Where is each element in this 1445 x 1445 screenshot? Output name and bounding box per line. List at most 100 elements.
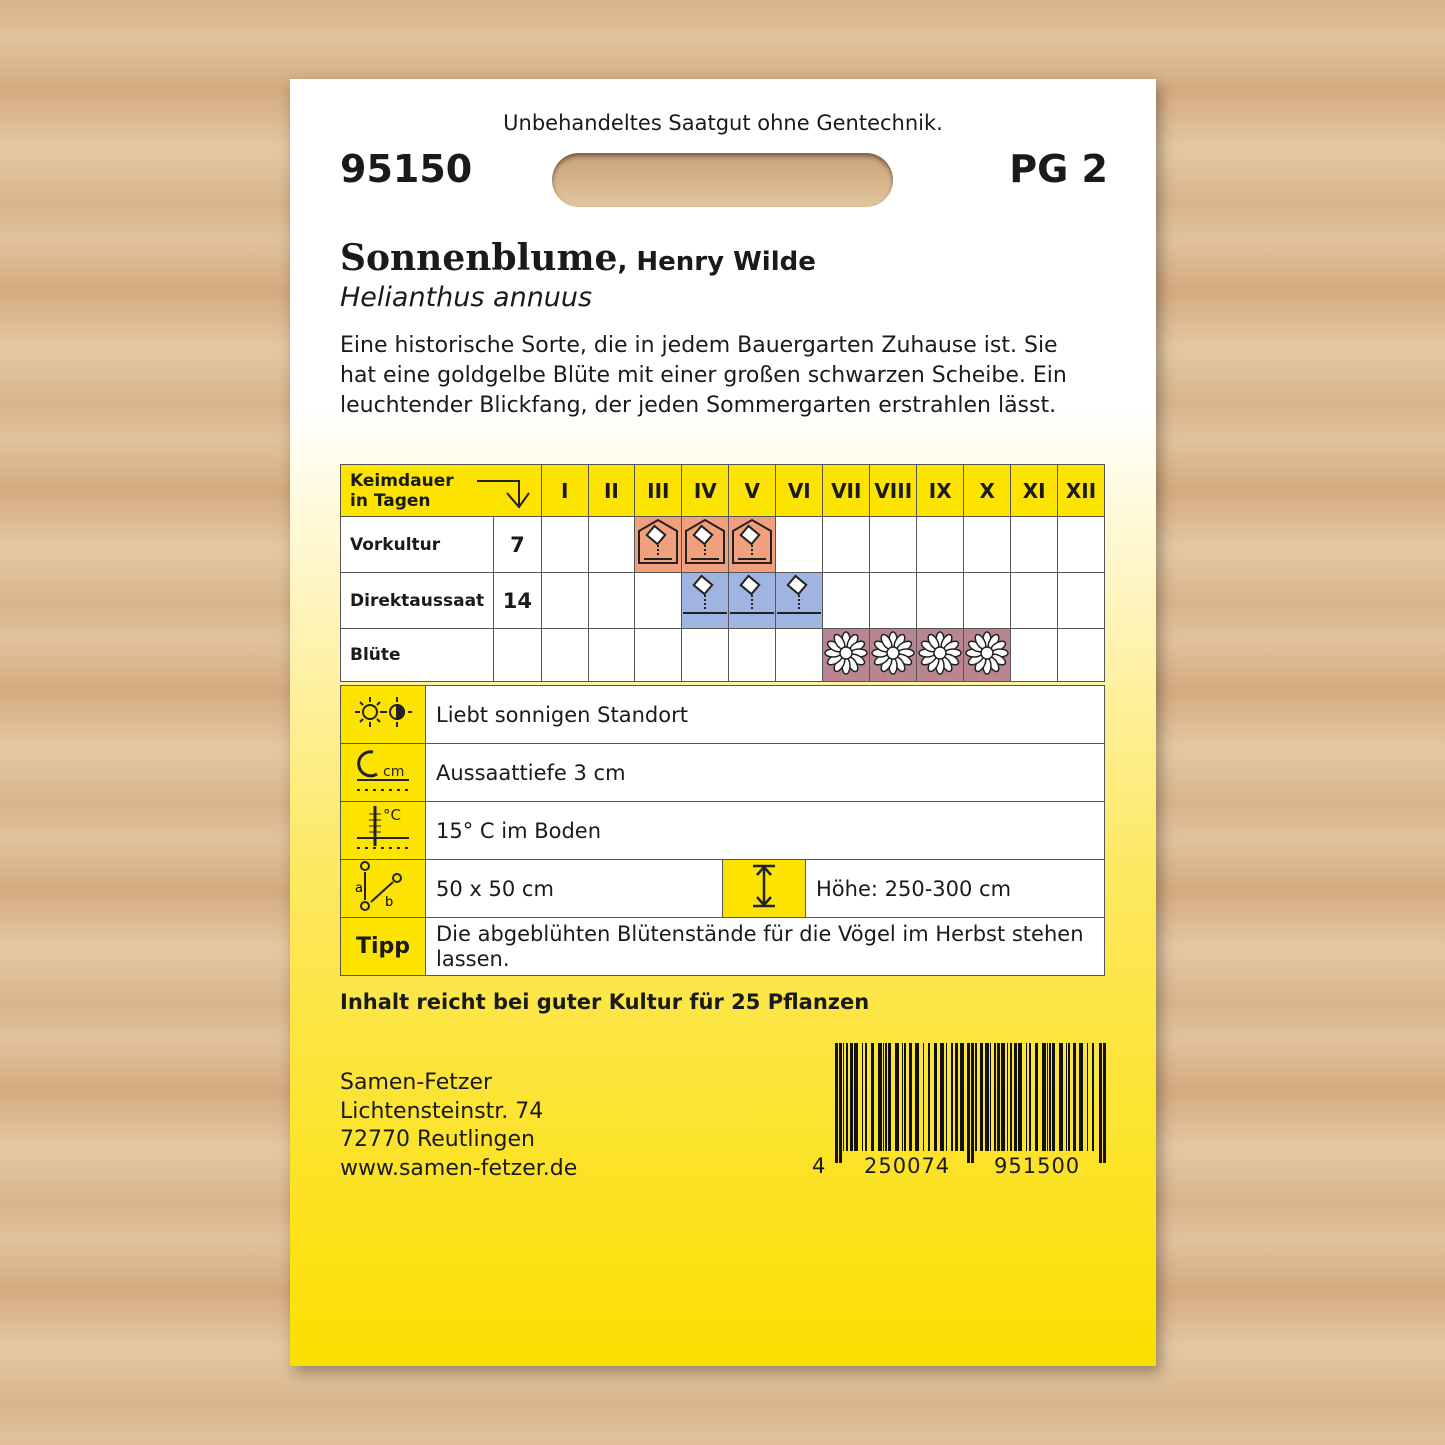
plant-height-icon: [722, 859, 806, 918]
barcode-bar: [1035, 1043, 1038, 1151]
barcode: [835, 1043, 1106, 1163]
barcode-bar: [928, 1043, 930, 1151]
calendar-cell: [822, 516, 871, 573]
greenhouse-seed-icon: [732, 518, 773, 564]
barcode-bar: [934, 1043, 937, 1151]
header-line2: in Tagen: [350, 490, 431, 511]
month-header: X: [963, 464, 1012, 517]
sun-icon: [340, 685, 426, 744]
calendar-cell: [681, 628, 730, 682]
calendar-cell: [775, 628, 824, 682]
website-link[interactable]: www.samen-fetzer.de: [340, 1155, 578, 1181]
barcode-bar: [904, 1043, 906, 1151]
barcode-bar: [990, 1043, 991, 1151]
barcode-bar: [862, 1043, 863, 1151]
calendar-cell-active: [916, 628, 965, 682]
hanging-hole: [552, 153, 893, 207]
greenhouse-seed-icon: [638, 518, 679, 564]
month-header: IX: [916, 464, 965, 517]
barcode-bar: [1014, 1043, 1017, 1151]
barcode-bar: [997, 1043, 1000, 1151]
calendar-cell-active: [963, 628, 1012, 682]
barcode-bar: [895, 1043, 899, 1151]
barcode-bar: [1010, 1043, 1012, 1151]
sowing-calendar: Keimdauer in Tagen I II III IV V VI VII VIII IX X X…: [340, 464, 1105, 682]
flower-icon: [965, 630, 1009, 675]
barcode-guard-bar: [835, 1043, 838, 1163]
barcode-bar: [850, 1043, 853, 1151]
sun-text: Liebt sonnigen Standort: [425, 685, 1105, 744]
barcode-bar: [915, 1043, 919, 1151]
soil-thermometer-icon: °C: [340, 801, 426, 860]
tip-text: Die abgeblühten Blütenstände für die Vög…: [425, 917, 1105, 976]
svg-text:cm: cm: [383, 764, 404, 780]
barcode-guard-bar: [971, 1043, 974, 1163]
barcode-guard-bar: [1099, 1043, 1102, 1163]
calendar-cell-active: [775, 572, 824, 629]
month-header: III: [634, 464, 683, 517]
flower-icon: [824, 630, 868, 675]
barcode-bar: [1042, 1043, 1046, 1151]
temperature-text: 15° C im Boden: [425, 801, 1105, 860]
calendar-cell-active: [728, 516, 777, 573]
calendar-cell: [963, 516, 1012, 573]
month-header: I: [540, 464, 589, 517]
calendar-cell: [587, 628, 636, 682]
barcode-bar: [1066, 1043, 1067, 1151]
calendar-cell: [963, 572, 1012, 629]
barcode-bar: [1049, 1043, 1051, 1151]
flower-icon: [918, 630, 962, 675]
barcode-right-digits: 951500: [994, 1154, 1081, 1178]
barcode-bar: [1092, 1043, 1094, 1151]
barcode-bar: [1052, 1043, 1055, 1151]
barcode-bar: [1087, 1043, 1088, 1151]
barcode-first-digit: 4: [812, 1154, 826, 1178]
calendar-cell: [634, 572, 683, 629]
variety: , Henry Wilde: [617, 247, 816, 277]
calendar-cell: [869, 516, 918, 573]
barcode-bar: [1007, 1043, 1008, 1151]
barcode-bar: [975, 1043, 977, 1151]
seed-sowing-icon: [730, 574, 775, 614]
calendar-cell: [1010, 572, 1059, 629]
month-header: II: [587, 464, 636, 517]
barcode-bar: [923, 1043, 924, 1151]
barcode-bar: [888, 1043, 891, 1151]
barcode-guard-bar: [967, 1043, 970, 1163]
calendar-cell: [728, 628, 777, 682]
street: Lichtensteinstr. 74: [340, 1098, 544, 1124]
barcode-bar: [1001, 1043, 1005, 1151]
barcode-bar: [985, 1043, 989, 1151]
barcode-bar: [878, 1043, 882, 1151]
barcode-bar: [951, 1043, 953, 1151]
barcode-bar: [960, 1043, 964, 1151]
barcode-bar: [1073, 1043, 1076, 1151]
calendar-cell-active: [822, 628, 871, 682]
barcode-bar: [940, 1043, 944, 1151]
calendar-cell: [540, 628, 589, 682]
calendar-cell: [1057, 516, 1105, 573]
barcode-bar: [980, 1043, 983, 1151]
barcode-bar: [865, 1043, 867, 1151]
barcode-bar: [1029, 1043, 1031, 1151]
barcode-bar: [885, 1043, 887, 1151]
calendar-cell: [1057, 628, 1105, 682]
seed-sowing-icon: [683, 574, 728, 614]
seed-sowing-icon: [777, 574, 822, 614]
germination-days: [492, 628, 542, 682]
price-group: PG 2: [1009, 147, 1108, 191]
title: Sonnenblume: [340, 237, 618, 279]
barcode-guard-bar: [839, 1043, 842, 1163]
barcode-bar: [1026, 1043, 1027, 1151]
barcode-bar: [994, 1043, 996, 1151]
spacing-text: 50 x 50 cm: [425, 859, 723, 918]
month-header: V: [728, 464, 777, 517]
calendar-cell-active: [728, 572, 777, 629]
calendar-cell: [634, 628, 683, 682]
svg-text:a: a: [355, 881, 363, 896]
content-note: Inhalt reicht bei guter Kultur für 25 Pf…: [340, 990, 870, 1014]
germination-days: 14: [492, 572, 542, 629]
tip-label: Tipp: [340, 917, 426, 976]
calendar-cell: [822, 572, 871, 629]
barcode-bar: [843, 1043, 844, 1151]
